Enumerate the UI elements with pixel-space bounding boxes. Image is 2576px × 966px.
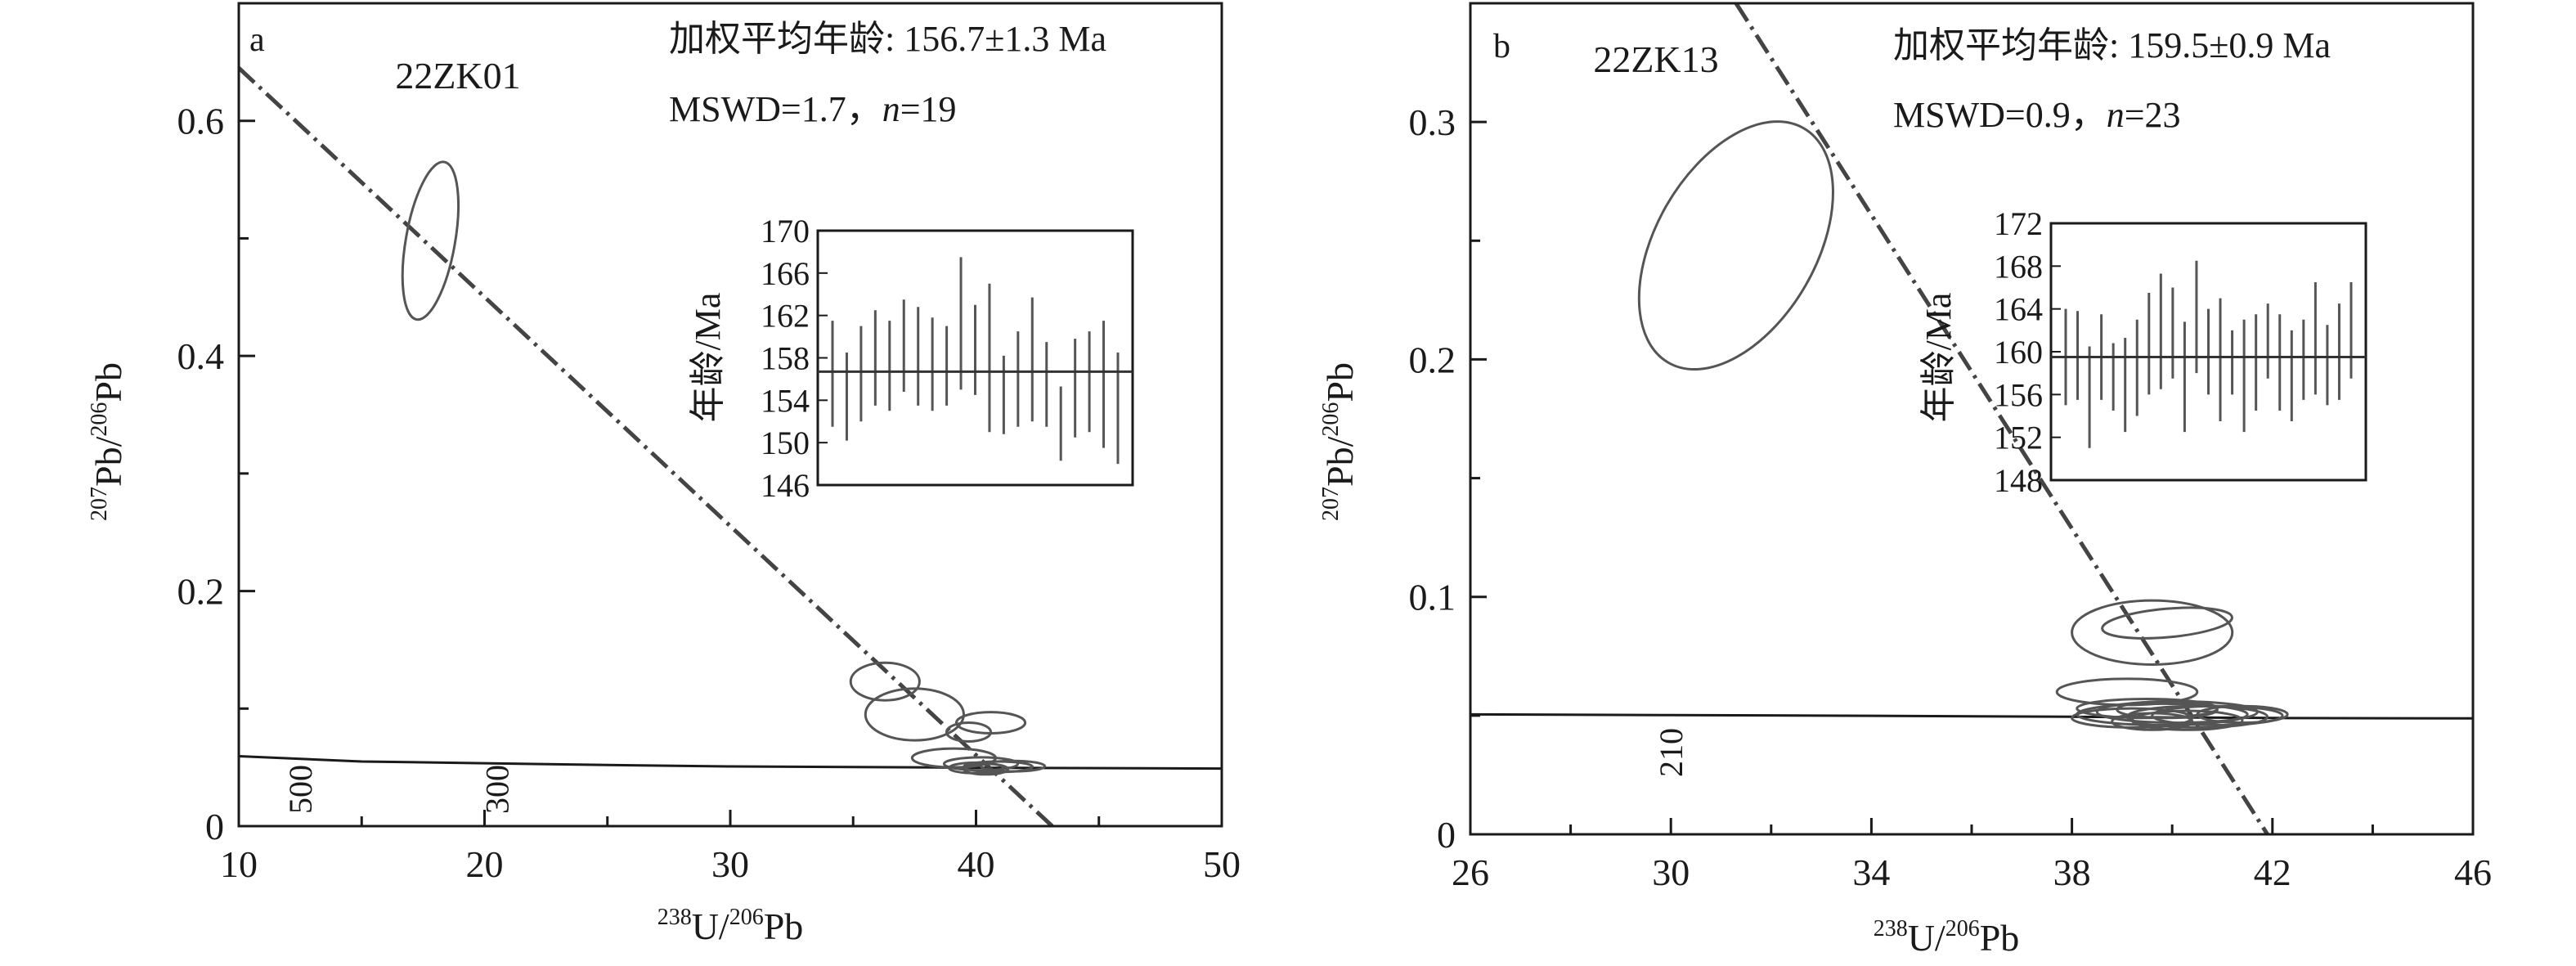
x-axis-title-sup: 238 <box>657 905 692 930</box>
error-ellipse <box>2101 606 2233 640</box>
x-axis-title-text: Pb <box>1980 917 2020 959</box>
error-ellipse <box>2071 599 2234 666</box>
x-axis-title-text: U/ <box>1908 917 1945 959</box>
y-axis-title-sup: 206 <box>87 402 112 437</box>
weighted-mean-age: 加权平均年龄: 156.7±1.3 Ma <box>669 19 1106 59</box>
concordia-curve <box>1470 712 2473 720</box>
inset-y-tick-label: 148 <box>1994 462 2043 499</box>
inset-y-axis-title: 年龄/Ma <box>1919 293 1959 423</box>
x-axis-title-sup: 206 <box>1945 916 1980 941</box>
x-tick-label: 46 <box>2454 851 2492 893</box>
x-axis-title-sup: 206 <box>729 905 764 930</box>
regression-line <box>1734 3 2269 834</box>
inset-weighted-mean-plot: 148 152 156 160 164 168 172 年龄/Ma <box>1919 205 2367 499</box>
inset-y-tick-label: 162 <box>761 298 810 335</box>
x-tick-label: 30 <box>1652 851 1690 893</box>
inset-y-tick-label: 170 <box>761 213 810 249</box>
inset-y-tick-label: 172 <box>1994 205 2043 242</box>
n-symbol: n <box>2107 95 2125 135</box>
x-tick-label: 50 <box>1203 843 1241 885</box>
inset-y-tick-label: 154 <box>761 382 810 419</box>
panel-label: a <box>249 21 265 59</box>
error-ellipse <box>980 759 1047 773</box>
y-tick-label: 0 <box>1437 814 1456 856</box>
y-axis-title-sup: 206 <box>1318 402 1344 437</box>
n-symbol: n <box>882 89 900 129</box>
inset-y-tick-label: 158 <box>761 340 810 377</box>
mswd-label: MSWD=1.7，n=19 <box>669 89 957 129</box>
error-ellipse <box>2130 709 2244 731</box>
y-axis-title: 207Pb/206Pb <box>1318 362 1361 521</box>
x-tick-label: 38 <box>2053 851 2091 893</box>
inset-y-tick-label: 164 <box>1994 291 2043 328</box>
x-tick-label: 30 <box>711 843 749 885</box>
error-ellipse <box>962 762 1010 776</box>
inset-y-tick-label: 152 <box>1994 420 2043 456</box>
inset-y-tick-label: 160 <box>1994 334 2043 371</box>
panel-label: b <box>1493 28 1510 65</box>
y-axis-title-sup: 207 <box>87 487 112 521</box>
y-tick-label: 0.3 <box>1409 101 1456 143</box>
weighted-mean-age: 加权平均年龄: 159.5±0.9 Ma <box>1893 25 2331 65</box>
error-ellipse <box>945 721 993 744</box>
inset-weighted-mean-plot: 146 150 154 158 162 166 170 年龄/Ma <box>688 213 1134 504</box>
y-axis-title-sup: 207 <box>1318 487 1344 521</box>
n-value: =23 <box>2125 95 2181 135</box>
y-axis-title: 207Pb/206Pb <box>87 362 129 521</box>
concordia-curve <box>239 755 1222 771</box>
x-axis-title-text: Pb <box>764 905 804 947</box>
plot-content <box>1470 3 2473 834</box>
x-axis-title-sup: 238 <box>1874 916 1908 941</box>
error-ellipse <box>2196 704 2289 725</box>
inset-y-axis-title: 年龄/Ma <box>688 293 728 423</box>
x-tick-label: 20 <box>466 843 504 885</box>
inset-y-tick-label: 150 <box>761 425 810 461</box>
error-ellipse <box>849 661 921 702</box>
plot-content <box>239 66 1222 826</box>
error-ellipse <box>2111 712 2194 731</box>
x-axis-title: 238U/206Pb <box>657 905 804 947</box>
x-axis-title: 238U/206Pb <box>1874 916 2020 959</box>
y-tick-label: 0.1 <box>1409 577 1456 618</box>
mswd-text: MSWD=1.7， <box>669 89 882 129</box>
y-axis-title-text: Pb <box>88 362 129 402</box>
inset-y-tick-label: 166 <box>761 255 810 292</box>
error-ellipse <box>1637 120 1834 371</box>
error-ellipse <box>2116 699 2219 720</box>
error-ellipse <box>864 687 965 742</box>
y-axis-title-text: Pb/ <box>1319 436 1361 487</box>
regression-line <box>239 66 1054 826</box>
inset-y-tick-label: 156 <box>1994 376 2043 413</box>
y-tick-label: 0 <box>205 806 224 847</box>
y-tick-label: 0.2 <box>177 571 225 613</box>
y-axis-title-text: Pb <box>1319 362 1361 402</box>
error-ellipse <box>401 160 460 321</box>
sample-label: 22ZK01 <box>395 55 520 97</box>
error-ellipse <box>2151 704 2284 726</box>
concordia-age-label: 300 <box>479 765 516 814</box>
sample-label: 22ZK13 <box>1593 38 1718 80</box>
y-tick-label: 0.4 <box>177 335 225 377</box>
concordia-age-label: 500 <box>282 765 319 814</box>
concordia-age-label: 210 <box>1653 728 1690 777</box>
y-tick-label: 0.6 <box>177 101 225 142</box>
x-tick-label: 40 <box>958 843 995 885</box>
y-tick-label: 0.2 <box>1409 339 1456 380</box>
x-tick-label: 26 <box>1452 851 1489 893</box>
n-value: =19 <box>900 89 957 129</box>
y-axis-title-text: Pb/ <box>88 436 129 487</box>
x-axis-title-text: U/ <box>692 905 729 947</box>
x-tick-label: 42 <box>2254 851 2291 893</box>
inset-y-tick-label: 146 <box>761 467 810 504</box>
mswd-text: MSWD=0.9， <box>1893 95 2107 135</box>
x-tick-label: 34 <box>1852 851 1890 893</box>
x-tick-label: 10 <box>220 843 258 885</box>
inset-y-tick-label: 168 <box>1994 248 2043 285</box>
mswd-label: MSWD=0.9，n=23 <box>1893 95 2181 135</box>
